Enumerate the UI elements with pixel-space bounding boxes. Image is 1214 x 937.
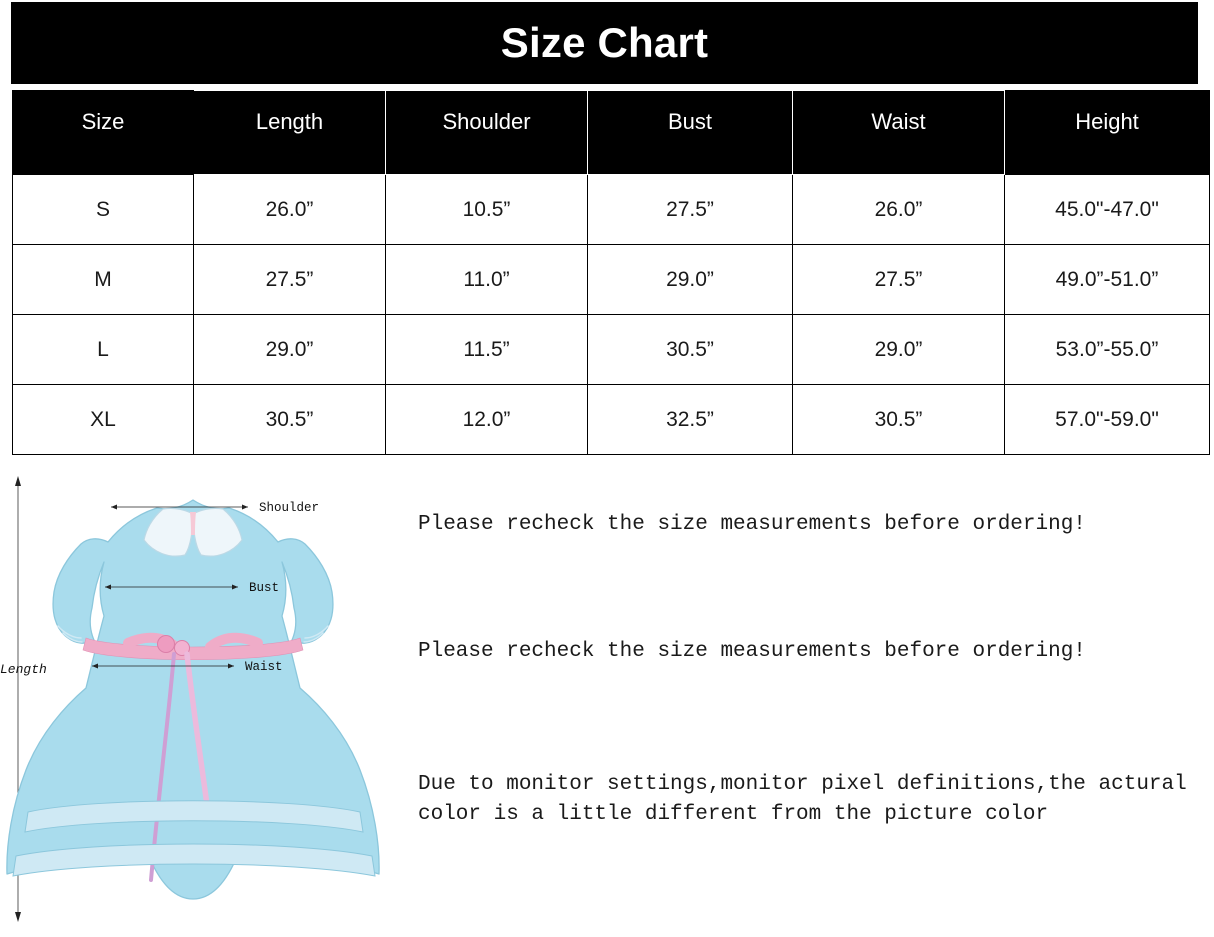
svg-text:Shoulder: Shoulder <box>259 501 319 515</box>
svg-text:Bust: Bust <box>249 581 279 595</box>
svg-text:Waist: Waist <box>245 660 283 674</box>
svg-text:Length: Length <box>0 662 47 677</box>
